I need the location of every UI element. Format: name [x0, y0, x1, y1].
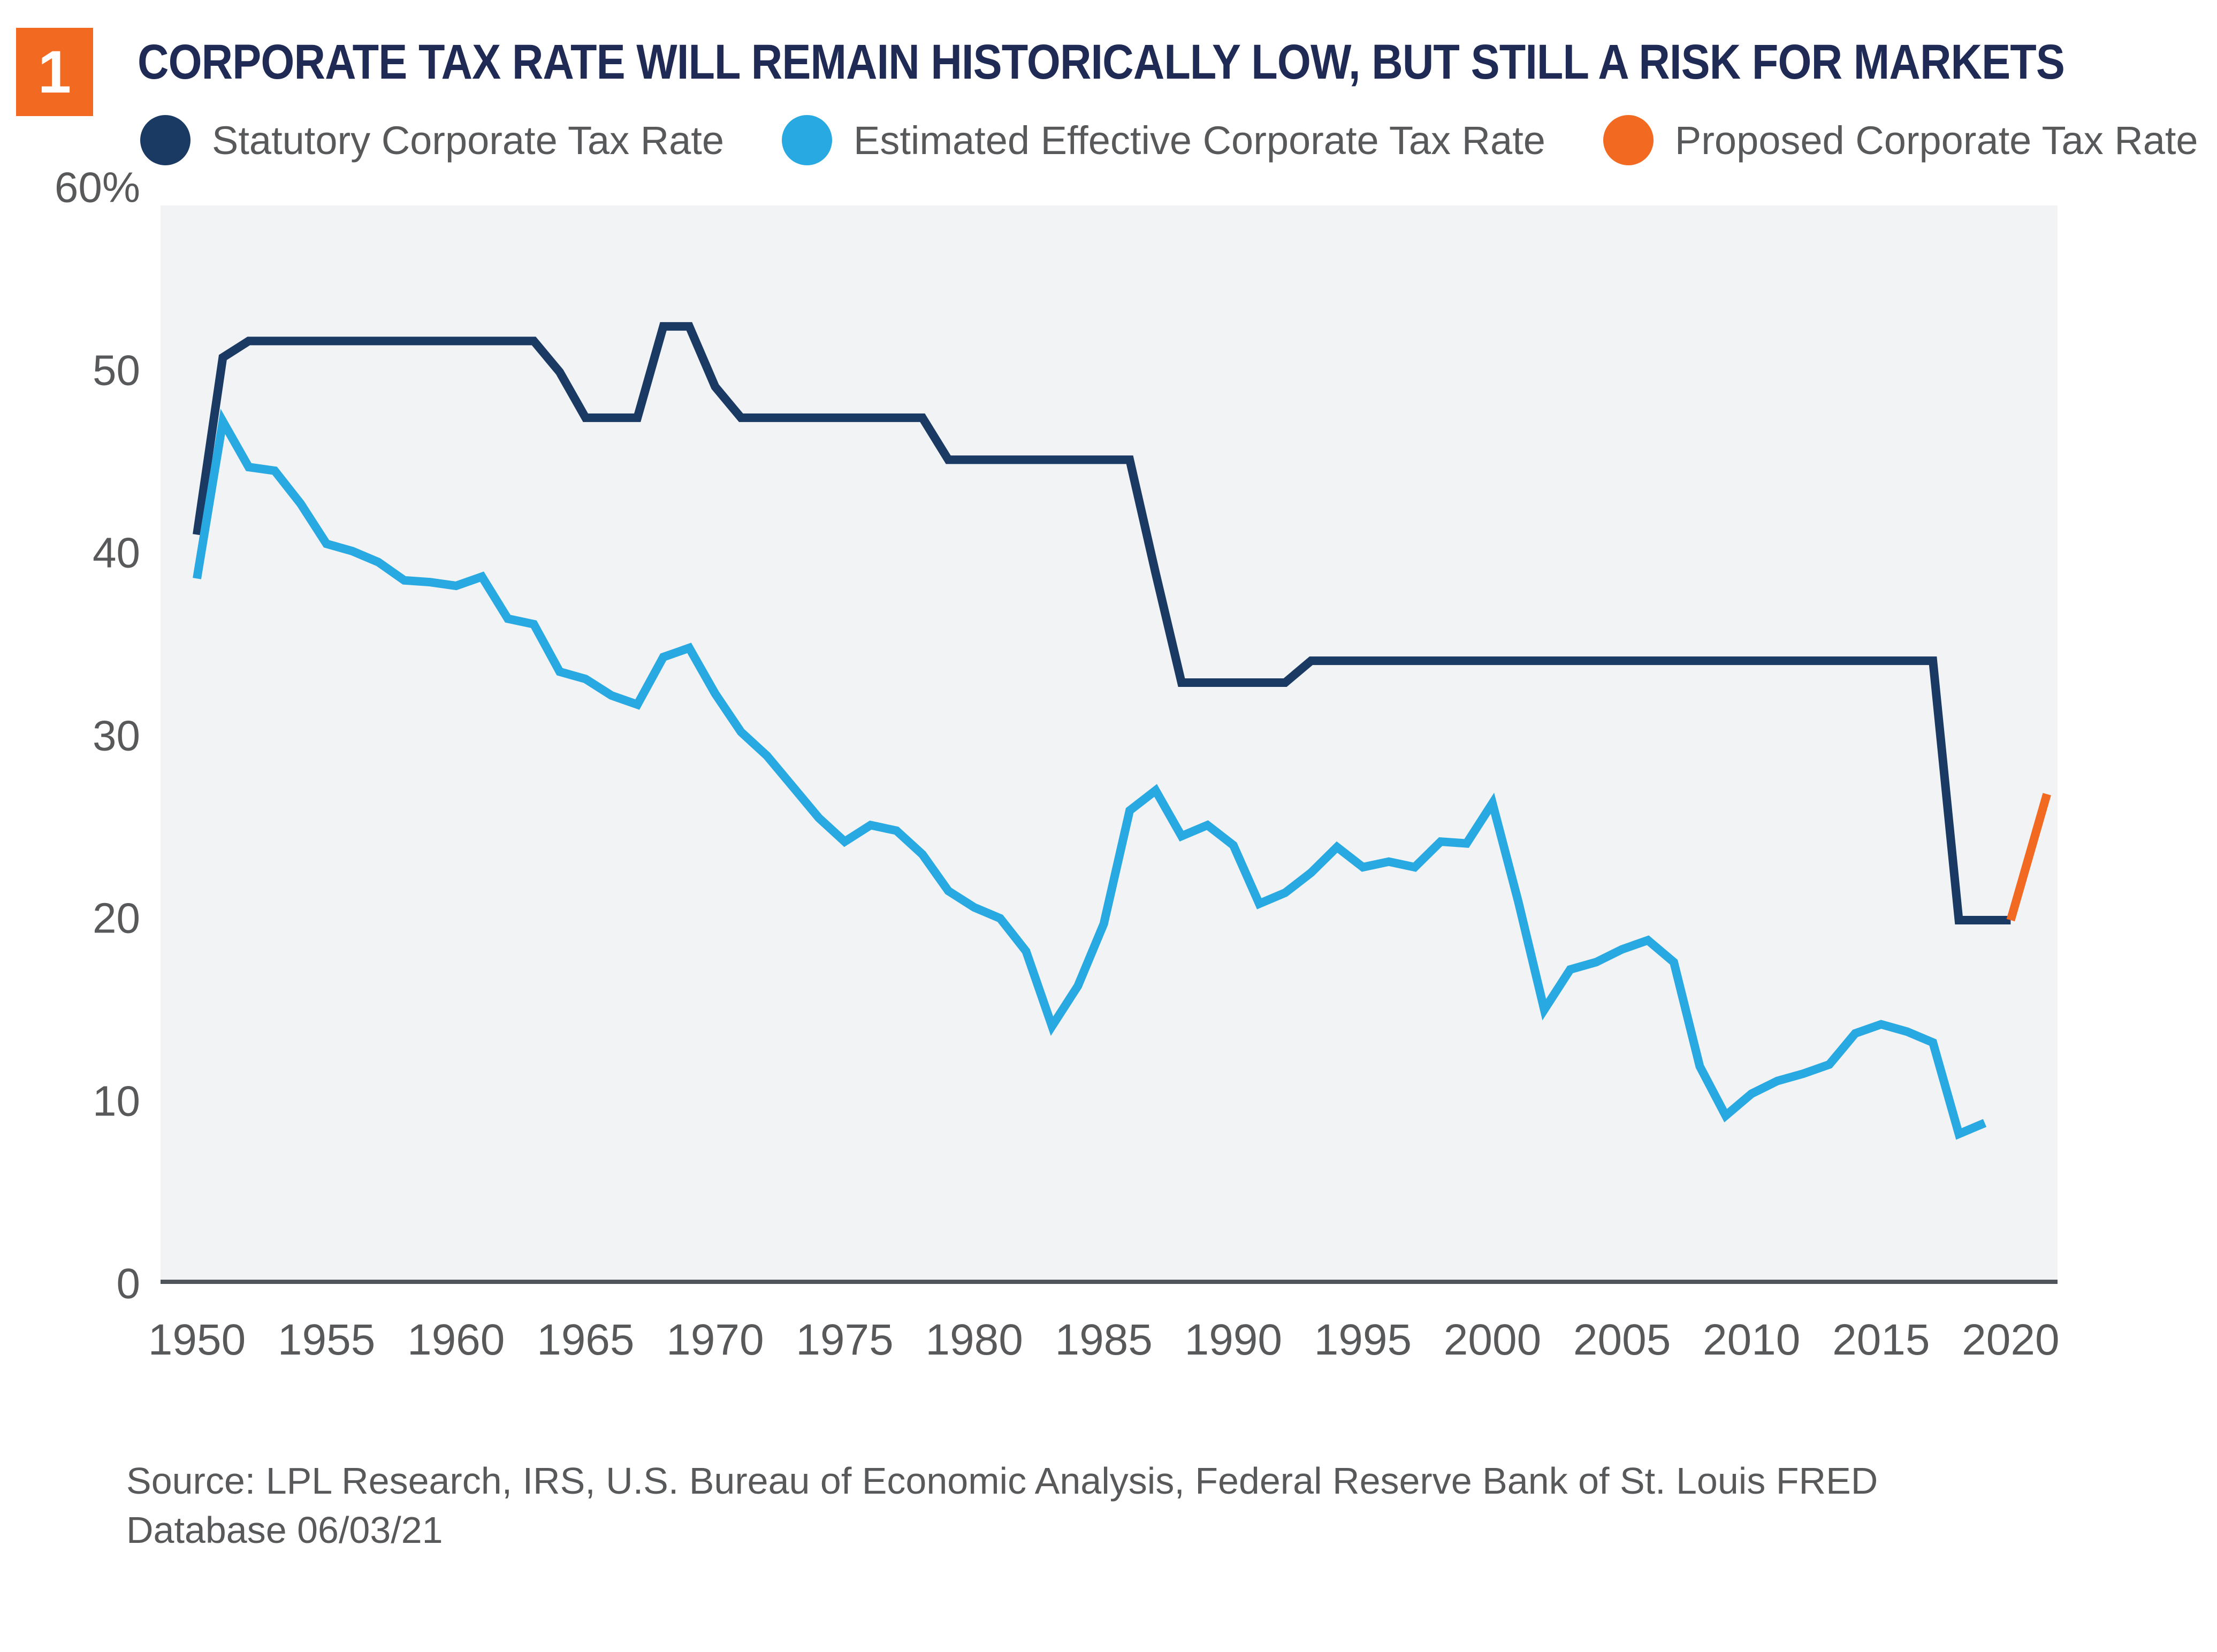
x-tick-label: 1975 [796, 1316, 894, 1364]
series-estimated-effective-corporate-tax-rate [193, 409, 1987, 1140]
legend-label: Estimated Effective Corporate Tax Rate [854, 118, 1545, 163]
x-tick-label: 1965 [537, 1316, 635, 1364]
y-tick-label: 20 [93, 894, 140, 942]
y-tick-label: 10 [93, 1076, 140, 1125]
x-tick-label: 2000 [1443, 1316, 1542, 1364]
figure-number-badge: 1 [16, 28, 93, 116]
x-tick-label: 2010 [1702, 1316, 1801, 1364]
x-tick-label: 2020 [1962, 1316, 2060, 1364]
x-tick-label: 2005 [1573, 1316, 1671, 1364]
x-tick-label: 1950 [148, 1316, 246, 1364]
series-proposed-corporate-tax-rate [2006, 793, 2051, 922]
y-tick-label: 40 [93, 529, 140, 577]
x-tick-label: 2015 [1832, 1316, 1930, 1364]
legend-dot-icon [782, 115, 833, 165]
source-line: Database 06/03/21 [126, 1509, 443, 1551]
y-tick-label: 0 [116, 1259, 141, 1307]
page-title: CORPORATE TAX RATE WILL REMAIN HISTORICA… [138, 35, 2065, 89]
y-tick-label: 50 [93, 346, 140, 394]
x-tick-label: 1985 [1055, 1316, 1153, 1364]
legend-item-statutory: Statutory Corporate Tax Rate [140, 115, 724, 165]
legend-label: Proposed Corporate Tax Rate [1674, 118, 2198, 163]
chart-legend: Statutory Corporate Tax Rate Estimated E… [140, 113, 2198, 167]
x-tick-label: 1980 [925, 1316, 1023, 1364]
legend-item-effective: Estimated Effective Corporate Tax Rate [782, 115, 1545, 165]
x-tick-label: 1995 [1314, 1316, 1412, 1364]
source-line: Source: LPL Research, IRS, U.S. Bureau o… [126, 1460, 1878, 1502]
x-tick-label: 1990 [1184, 1316, 1283, 1364]
legend-label: Statutory Corporate Tax Rate [212, 118, 725, 163]
x-tick-label: 1955 [277, 1316, 376, 1364]
source-note: Source: LPL Research, IRS, U.S. Bureau o… [126, 1456, 1999, 1555]
x-tick-label: 1960 [407, 1316, 505, 1364]
legend-item-proposed: Proposed Corporate Tax Rate [1603, 115, 2198, 165]
y-tick-label: 60% [54, 163, 140, 211]
x-tick-label: 1970 [666, 1316, 764, 1364]
legend-dot-icon [140, 115, 191, 165]
plot-area [161, 205, 2058, 1282]
legend-dot-icon [1603, 115, 1654, 165]
y-tick-label: 30 [93, 711, 140, 759]
series-statutory-corporate-tax-rate [193, 322, 2011, 924]
